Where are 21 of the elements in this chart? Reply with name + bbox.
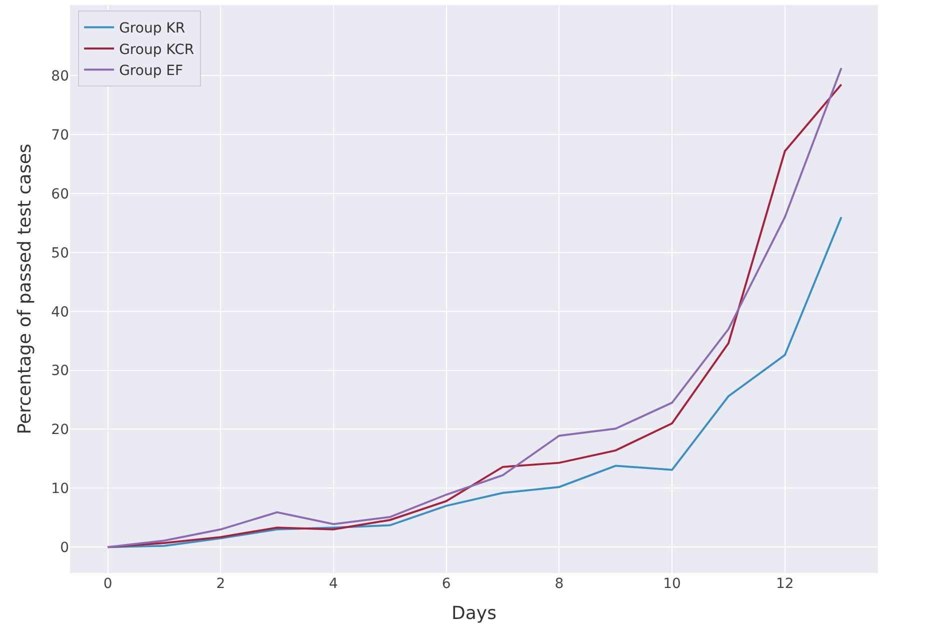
y-tick-label: 60 xyxy=(51,186,69,202)
x-axis-title: Days xyxy=(452,603,496,624)
y-tick-label: 40 xyxy=(51,304,69,320)
x-tick-label: 12 xyxy=(776,576,794,592)
y-tick-label: 0 xyxy=(60,540,69,556)
x-tick-label: 0 xyxy=(103,576,112,592)
y-tick-label: 70 xyxy=(51,128,69,144)
x-tick-label: 2 xyxy=(216,576,226,592)
y-tick-label: 10 xyxy=(51,481,69,498)
y-tick-label: 30 xyxy=(51,363,69,380)
x-tick-label: 6 xyxy=(442,576,451,592)
y-axis-title: Percentage of passed test cases xyxy=(14,144,36,434)
x-tick-label: 4 xyxy=(329,576,338,592)
x-tick-label: 8 xyxy=(554,576,564,592)
legend-label: Group KCR xyxy=(119,42,194,58)
x-tick-label: 10 xyxy=(663,576,681,592)
y-tick-label: 80 xyxy=(51,68,69,85)
legend-label: Group KR xyxy=(119,20,186,37)
y-tick-label: 20 xyxy=(51,422,69,438)
y-tick-label: 50 xyxy=(51,245,69,262)
legend-label: Group EF xyxy=(119,63,184,80)
